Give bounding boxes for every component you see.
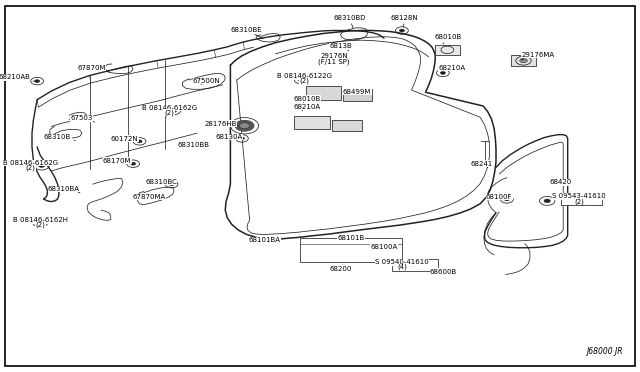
- Text: 68128N: 68128N: [390, 15, 419, 27]
- Text: 68100A: 68100A: [371, 244, 397, 250]
- Text: (4): (4): [397, 264, 407, 270]
- Text: 68310BB: 68310BB: [177, 142, 209, 148]
- Text: 68100F: 68100F: [486, 194, 513, 200]
- Bar: [343, 89, 372, 101]
- Text: 68310BD: 68310BD: [333, 15, 365, 28]
- FancyBboxPatch shape: [392, 259, 438, 271]
- Text: (2): (2): [26, 165, 36, 171]
- Text: (2): (2): [300, 78, 310, 84]
- Text: (F/11 SP): (F/11 SP): [318, 58, 350, 65]
- Text: S 09540-41610: S 09540-41610: [375, 259, 429, 266]
- Circle shape: [37, 221, 44, 224]
- Text: 67503: 67503: [70, 115, 95, 122]
- Text: B 08146-6162G: B 08146-6162G: [142, 105, 197, 112]
- Text: 68210A: 68210A: [438, 65, 465, 74]
- Text: 6813B: 6813B: [329, 44, 352, 51]
- Text: 68310BE: 68310BE: [230, 27, 263, 39]
- Text: (2): (2): [35, 222, 45, 228]
- FancyBboxPatch shape: [561, 193, 602, 205]
- Text: 60172N: 60172N: [111, 136, 140, 142]
- Bar: [294, 116, 330, 129]
- Text: 68010B: 68010B: [435, 34, 461, 44]
- Text: 68101B: 68101B: [337, 235, 364, 241]
- Text: 28176HB: 28176HB: [205, 121, 238, 126]
- Bar: [300, 238, 402, 262]
- Circle shape: [239, 123, 250, 129]
- Text: 67500N: 67500N: [193, 78, 221, 85]
- Text: (2): (2): [164, 109, 175, 116]
- Text: S 09543-41610: S 09543-41610: [552, 193, 606, 200]
- Text: (2): (2): [574, 198, 584, 205]
- Circle shape: [169, 183, 174, 186]
- Text: 68499M: 68499M: [343, 89, 371, 95]
- Circle shape: [504, 198, 509, 201]
- Text: 68130A: 68130A: [216, 134, 243, 140]
- Circle shape: [38, 164, 45, 167]
- Text: 29176MA: 29176MA: [521, 52, 554, 60]
- Bar: [435, 45, 460, 55]
- Circle shape: [172, 109, 177, 112]
- Circle shape: [520, 58, 527, 63]
- Bar: [306, 86, 341, 100]
- Text: 68241: 68241: [471, 161, 493, 167]
- Text: 68210AB: 68210AB: [0, 74, 35, 81]
- Circle shape: [544, 199, 550, 203]
- Text: B 08146-6162H: B 08146-6162H: [13, 217, 68, 223]
- Circle shape: [399, 29, 404, 32]
- Text: 68210A: 68210A: [294, 104, 321, 111]
- Circle shape: [35, 80, 40, 83]
- Text: 68170M: 68170M: [103, 158, 133, 164]
- Circle shape: [298, 78, 303, 81]
- Text: 67870M: 67870M: [77, 65, 109, 72]
- Text: 68600B: 68600B: [430, 269, 457, 275]
- Text: 68420: 68420: [550, 179, 572, 185]
- Circle shape: [131, 162, 136, 165]
- Text: 68101BA: 68101BA: [248, 237, 280, 243]
- Text: B 08146-6122G: B 08146-6122G: [277, 73, 332, 81]
- Text: 68310BC: 68310BC: [145, 179, 177, 185]
- Text: 68010B: 68010B: [294, 96, 321, 102]
- Bar: [511, 55, 536, 66]
- Text: 68310BA: 68310BA: [48, 186, 80, 193]
- Text: 67870MA: 67870MA: [132, 194, 166, 200]
- Bar: [332, 120, 362, 131]
- Text: 68310B: 68310B: [44, 134, 76, 141]
- Text: B 08146-6162G: B 08146-6162G: [3, 160, 58, 167]
- Text: J68000 JR: J68000 JR: [586, 347, 623, 356]
- Text: 68200: 68200: [330, 265, 351, 272]
- Circle shape: [239, 137, 244, 140]
- Circle shape: [235, 120, 254, 131]
- Circle shape: [137, 140, 142, 143]
- Circle shape: [440, 71, 445, 74]
- Text: 29176N: 29176N: [320, 53, 348, 59]
